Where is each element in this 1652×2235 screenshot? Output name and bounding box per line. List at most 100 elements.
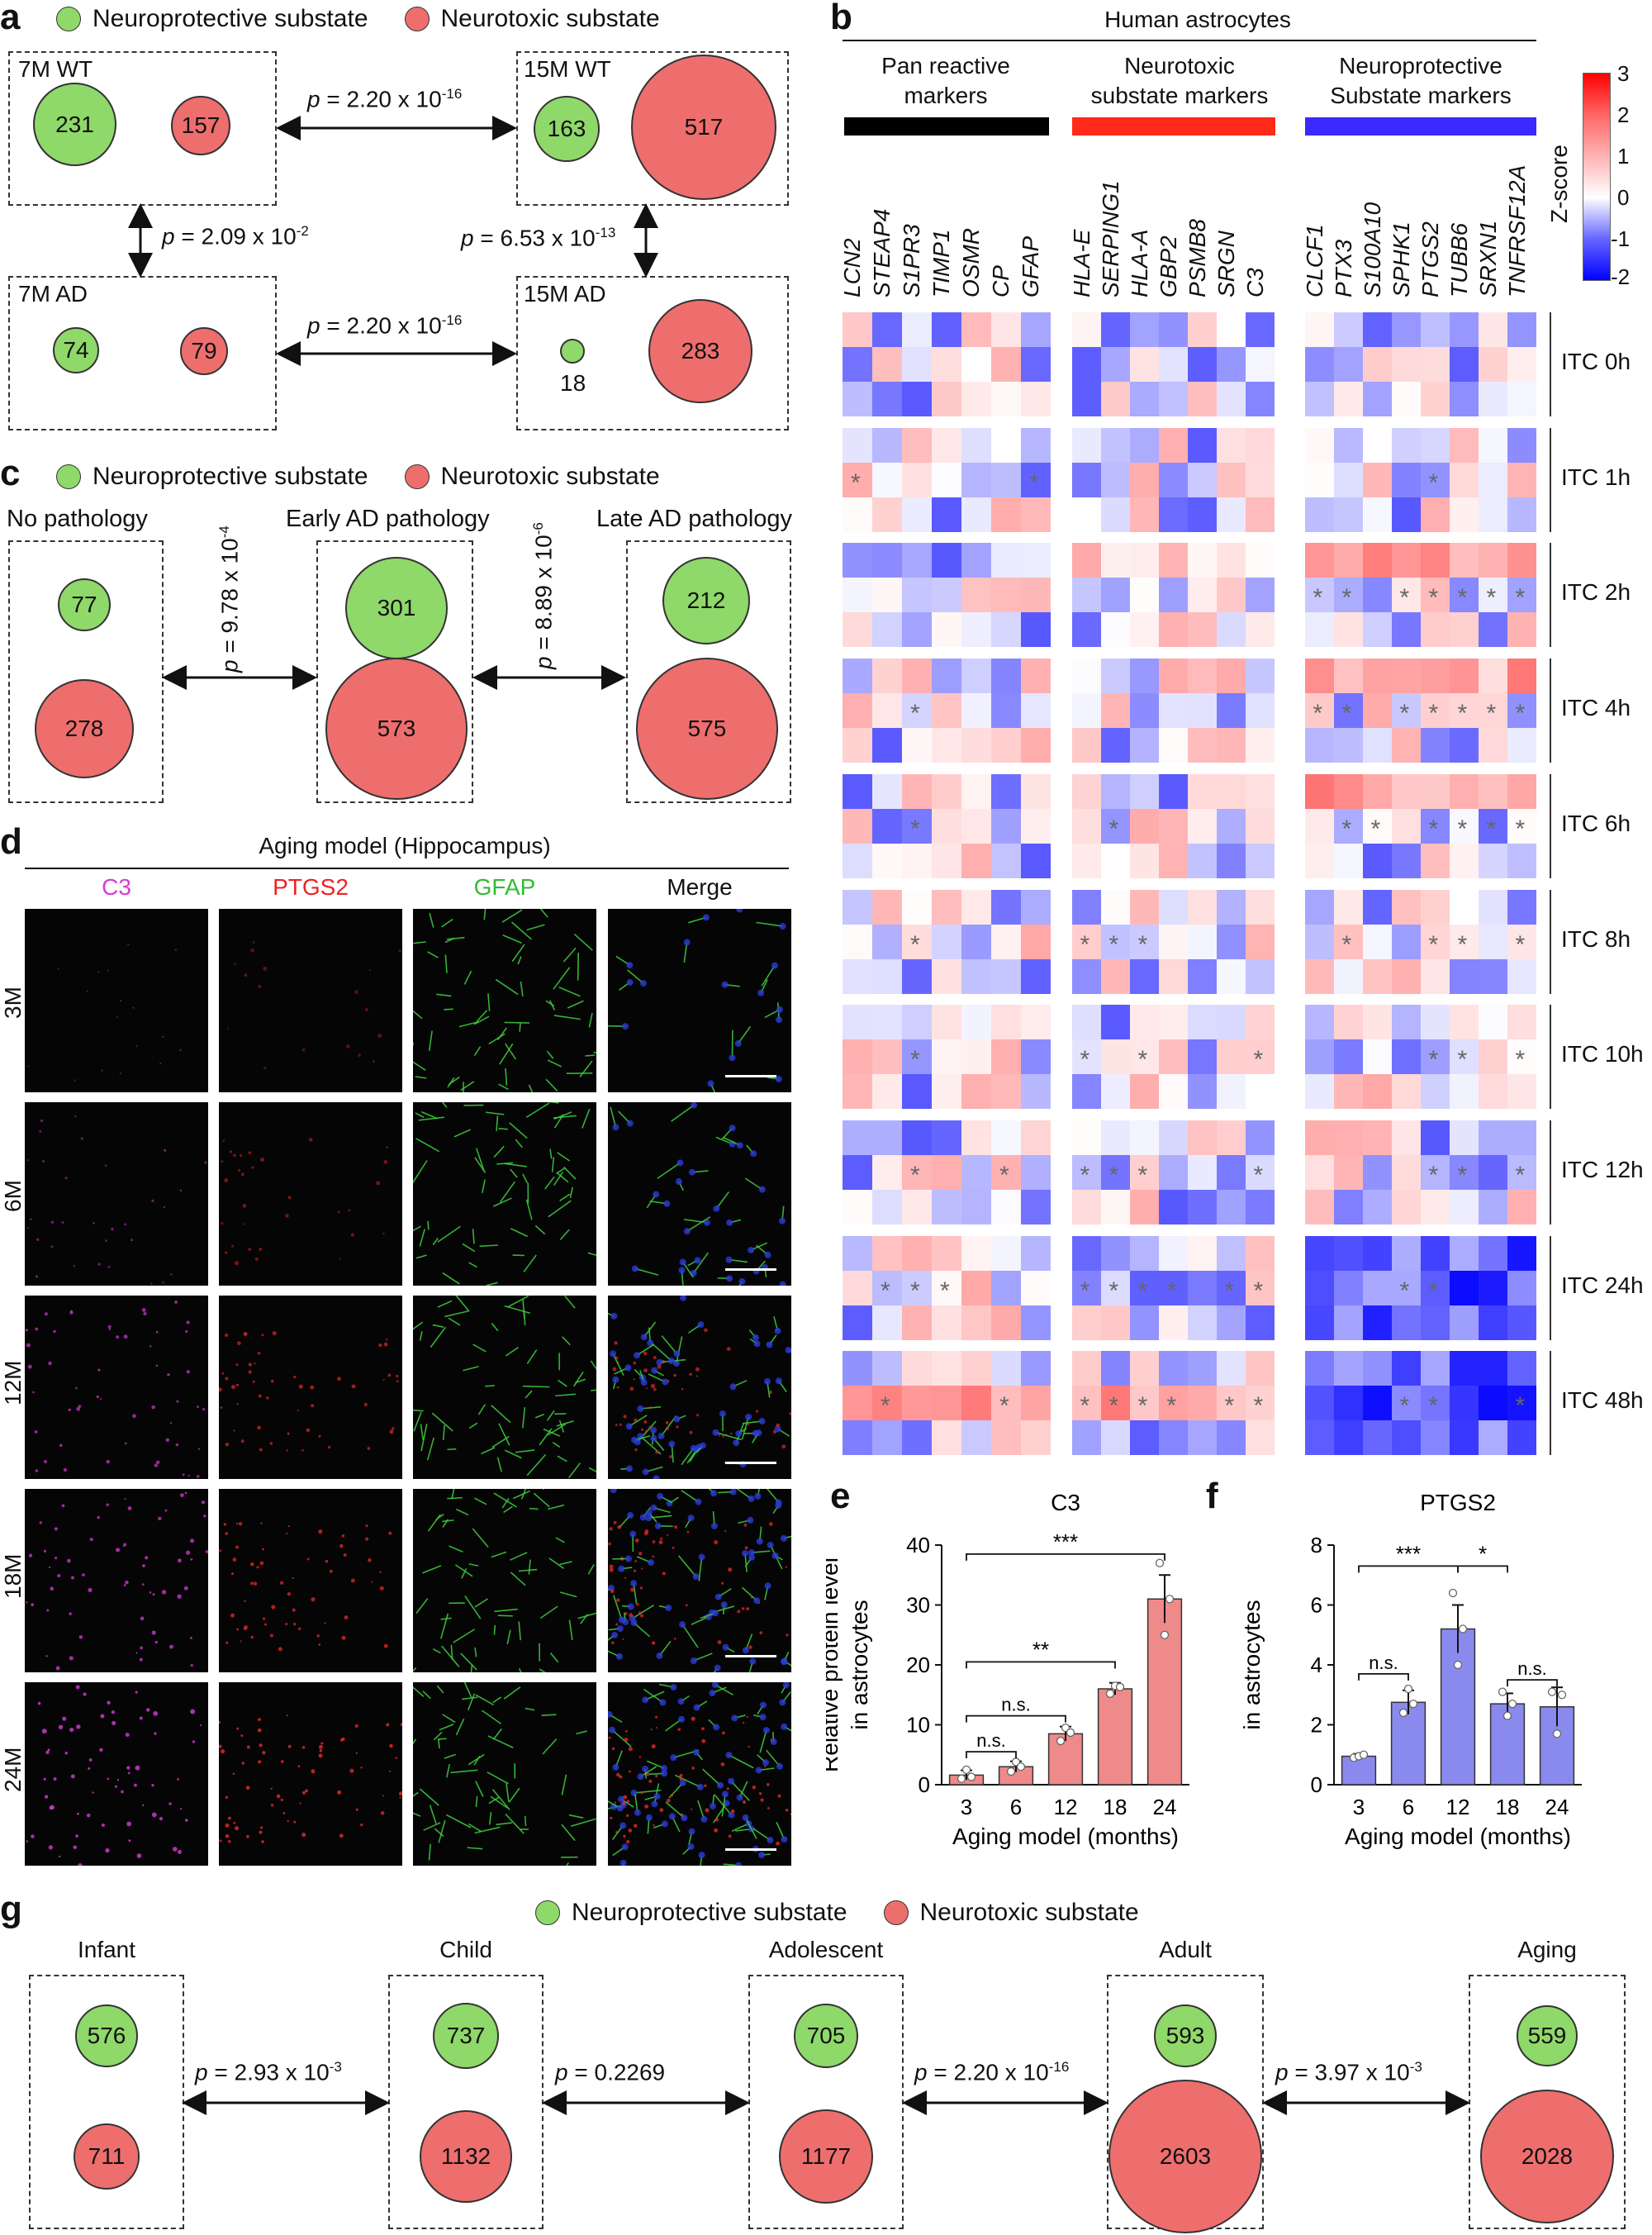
heatmap-cell [991, 612, 1021, 648]
significance-star: * [910, 1277, 920, 1305]
heatmap-cell [1392, 312, 1421, 347]
heatmap-cell [1507, 773, 1536, 809]
significance-star: * [1486, 700, 1497, 728]
heatmap-cell [1392, 427, 1421, 463]
significance-star: * [1515, 1161, 1526, 1189]
heatmap-cell [1130, 659, 1159, 694]
significance-star: * [1253, 1392, 1264, 1420]
heatmap-cell [1507, 1120, 1536, 1155]
heatmap-cell [1246, 693, 1275, 729]
heatmap-cell [961, 1386, 991, 1421]
micrograph-merge-12m [608, 1296, 791, 1479]
significance-star: * [1080, 930, 1090, 958]
heatmap-cell [1072, 312, 1101, 347]
heatmap-cell [1479, 578, 1507, 613]
significance-star: * [1428, 930, 1439, 958]
heatmap-cell [1334, 462, 1363, 497]
heatmap-cell [902, 427, 932, 463]
heatmap-cell [1450, 1270, 1479, 1305]
heatmap-cell [843, 1386, 872, 1421]
heatmap-cell [1479, 1351, 1507, 1386]
heatmap-cell [1130, 312, 1159, 347]
legend-neuroprotective: Neuroprotective substate [93, 463, 368, 490]
heatmap-cell [843, 1154, 872, 1190]
heatmap-cell [1159, 1039, 1188, 1075]
heatmap-cell [1507, 1270, 1536, 1305]
heatmap-cell [1421, 773, 1450, 809]
g-p-value-3: p = 3.97 x 10-3 [1275, 2059, 1422, 2085]
heatmap-cell [1479, 1270, 1507, 1305]
heatmap-cell [1246, 1154, 1275, 1190]
heatmap-cell [1421, 312, 1450, 347]
heatmap-cell [1479, 543, 1507, 578]
heatmap-cell [932, 1235, 961, 1271]
heatmap-cell [843, 612, 872, 648]
data-point [1016, 1762, 1026, 1771]
heatmap-cell [1507, 889, 1536, 925]
heatmap-cell [843, 347, 872, 382]
heatmap-cell [843, 1351, 872, 1386]
heatmap-cell [1159, 1305, 1188, 1340]
heatmap-cell [1246, 889, 1275, 925]
heatmap-cell [991, 1005, 1021, 1040]
heatmap-cell [932, 1154, 961, 1190]
heatmap-cell [902, 1120, 932, 1155]
heatmap-cell [872, 497, 902, 532]
heatmap-cell [1101, 427, 1130, 463]
heatmap-cell [1130, 958, 1159, 994]
heatmap-cell [872, 889, 902, 925]
heatmap-cell [1072, 543, 1101, 578]
heatmap-cell [1507, 659, 1536, 694]
heatmap-cell [872, 924, 902, 959]
heatmap-cell [1021, 889, 1051, 925]
heatmap-cell [1246, 728, 1275, 763]
significance-star: * [910, 930, 920, 958]
heatmap-cell [1217, 843, 1246, 878]
heatmap-cell [991, 1120, 1021, 1155]
heatmap-cell [1363, 543, 1392, 578]
heatmap-cell [1450, 382, 1479, 416]
significance-star: * [1428, 815, 1439, 843]
heatmap-cell [1188, 1154, 1217, 1190]
bar-neurotoxic [1072, 117, 1275, 136]
heatmap-cell [961, 958, 991, 994]
data-point [1155, 1558, 1165, 1567]
y-tick-label: 10 [906, 1713, 930, 1738]
heatmap-cell [1363, 693, 1392, 729]
group-title-pan-1: Pan reactive [881, 53, 1010, 78]
bar [1341, 1755, 1377, 1786]
heatmap-cell [1334, 1074, 1363, 1110]
heatmap-cell [1479, 1235, 1507, 1271]
significance-star: * [1341, 584, 1352, 612]
heatmap-cell [1392, 889, 1421, 925]
heatmap-cell [1130, 1305, 1159, 1340]
x-tick-label: 12 [1054, 1795, 1078, 1819]
legend-neurotoxic: Neurotoxic substate [440, 5, 660, 32]
heatmap-cell [1305, 543, 1334, 578]
significance-star: * [1108, 1161, 1119, 1189]
heatmap-cell [961, 889, 991, 925]
heatmap-cell [1159, 543, 1188, 578]
significance-star: * [1166, 1277, 1177, 1305]
panel-g-letter: g [0, 1889, 22, 1929]
panel-f-letter: f [1206, 1476, 1218, 1516]
heatmap-cell [932, 728, 961, 763]
heatmap-cell [1021, 312, 1051, 347]
heatmap-cell [1188, 382, 1217, 416]
heatmap-cell [961, 1189, 991, 1224]
heatmap-cell [991, 773, 1021, 809]
heatmap-cell [932, 1386, 961, 1421]
heatmap-cell [1101, 773, 1130, 809]
panel-d-title: Aging model (Hippocampus) [259, 833, 551, 858]
circle-early-nt: 573 [325, 658, 468, 800]
sig-f-12-18: * [1479, 1541, 1487, 1566]
heatmap-cell [1159, 497, 1188, 532]
significance-star: * [1080, 1392, 1090, 1420]
heatmap-cell [902, 1005, 932, 1040]
g-circle-np-child: 737 [433, 2003, 499, 2069]
heatmap-cell [1363, 497, 1392, 532]
heatmap-cell [902, 497, 932, 532]
heatmap-cell [1450, 1005, 1479, 1040]
heatmap-cell [1130, 843, 1159, 878]
sig-f-18-24: n.s. [1517, 1658, 1546, 1679]
